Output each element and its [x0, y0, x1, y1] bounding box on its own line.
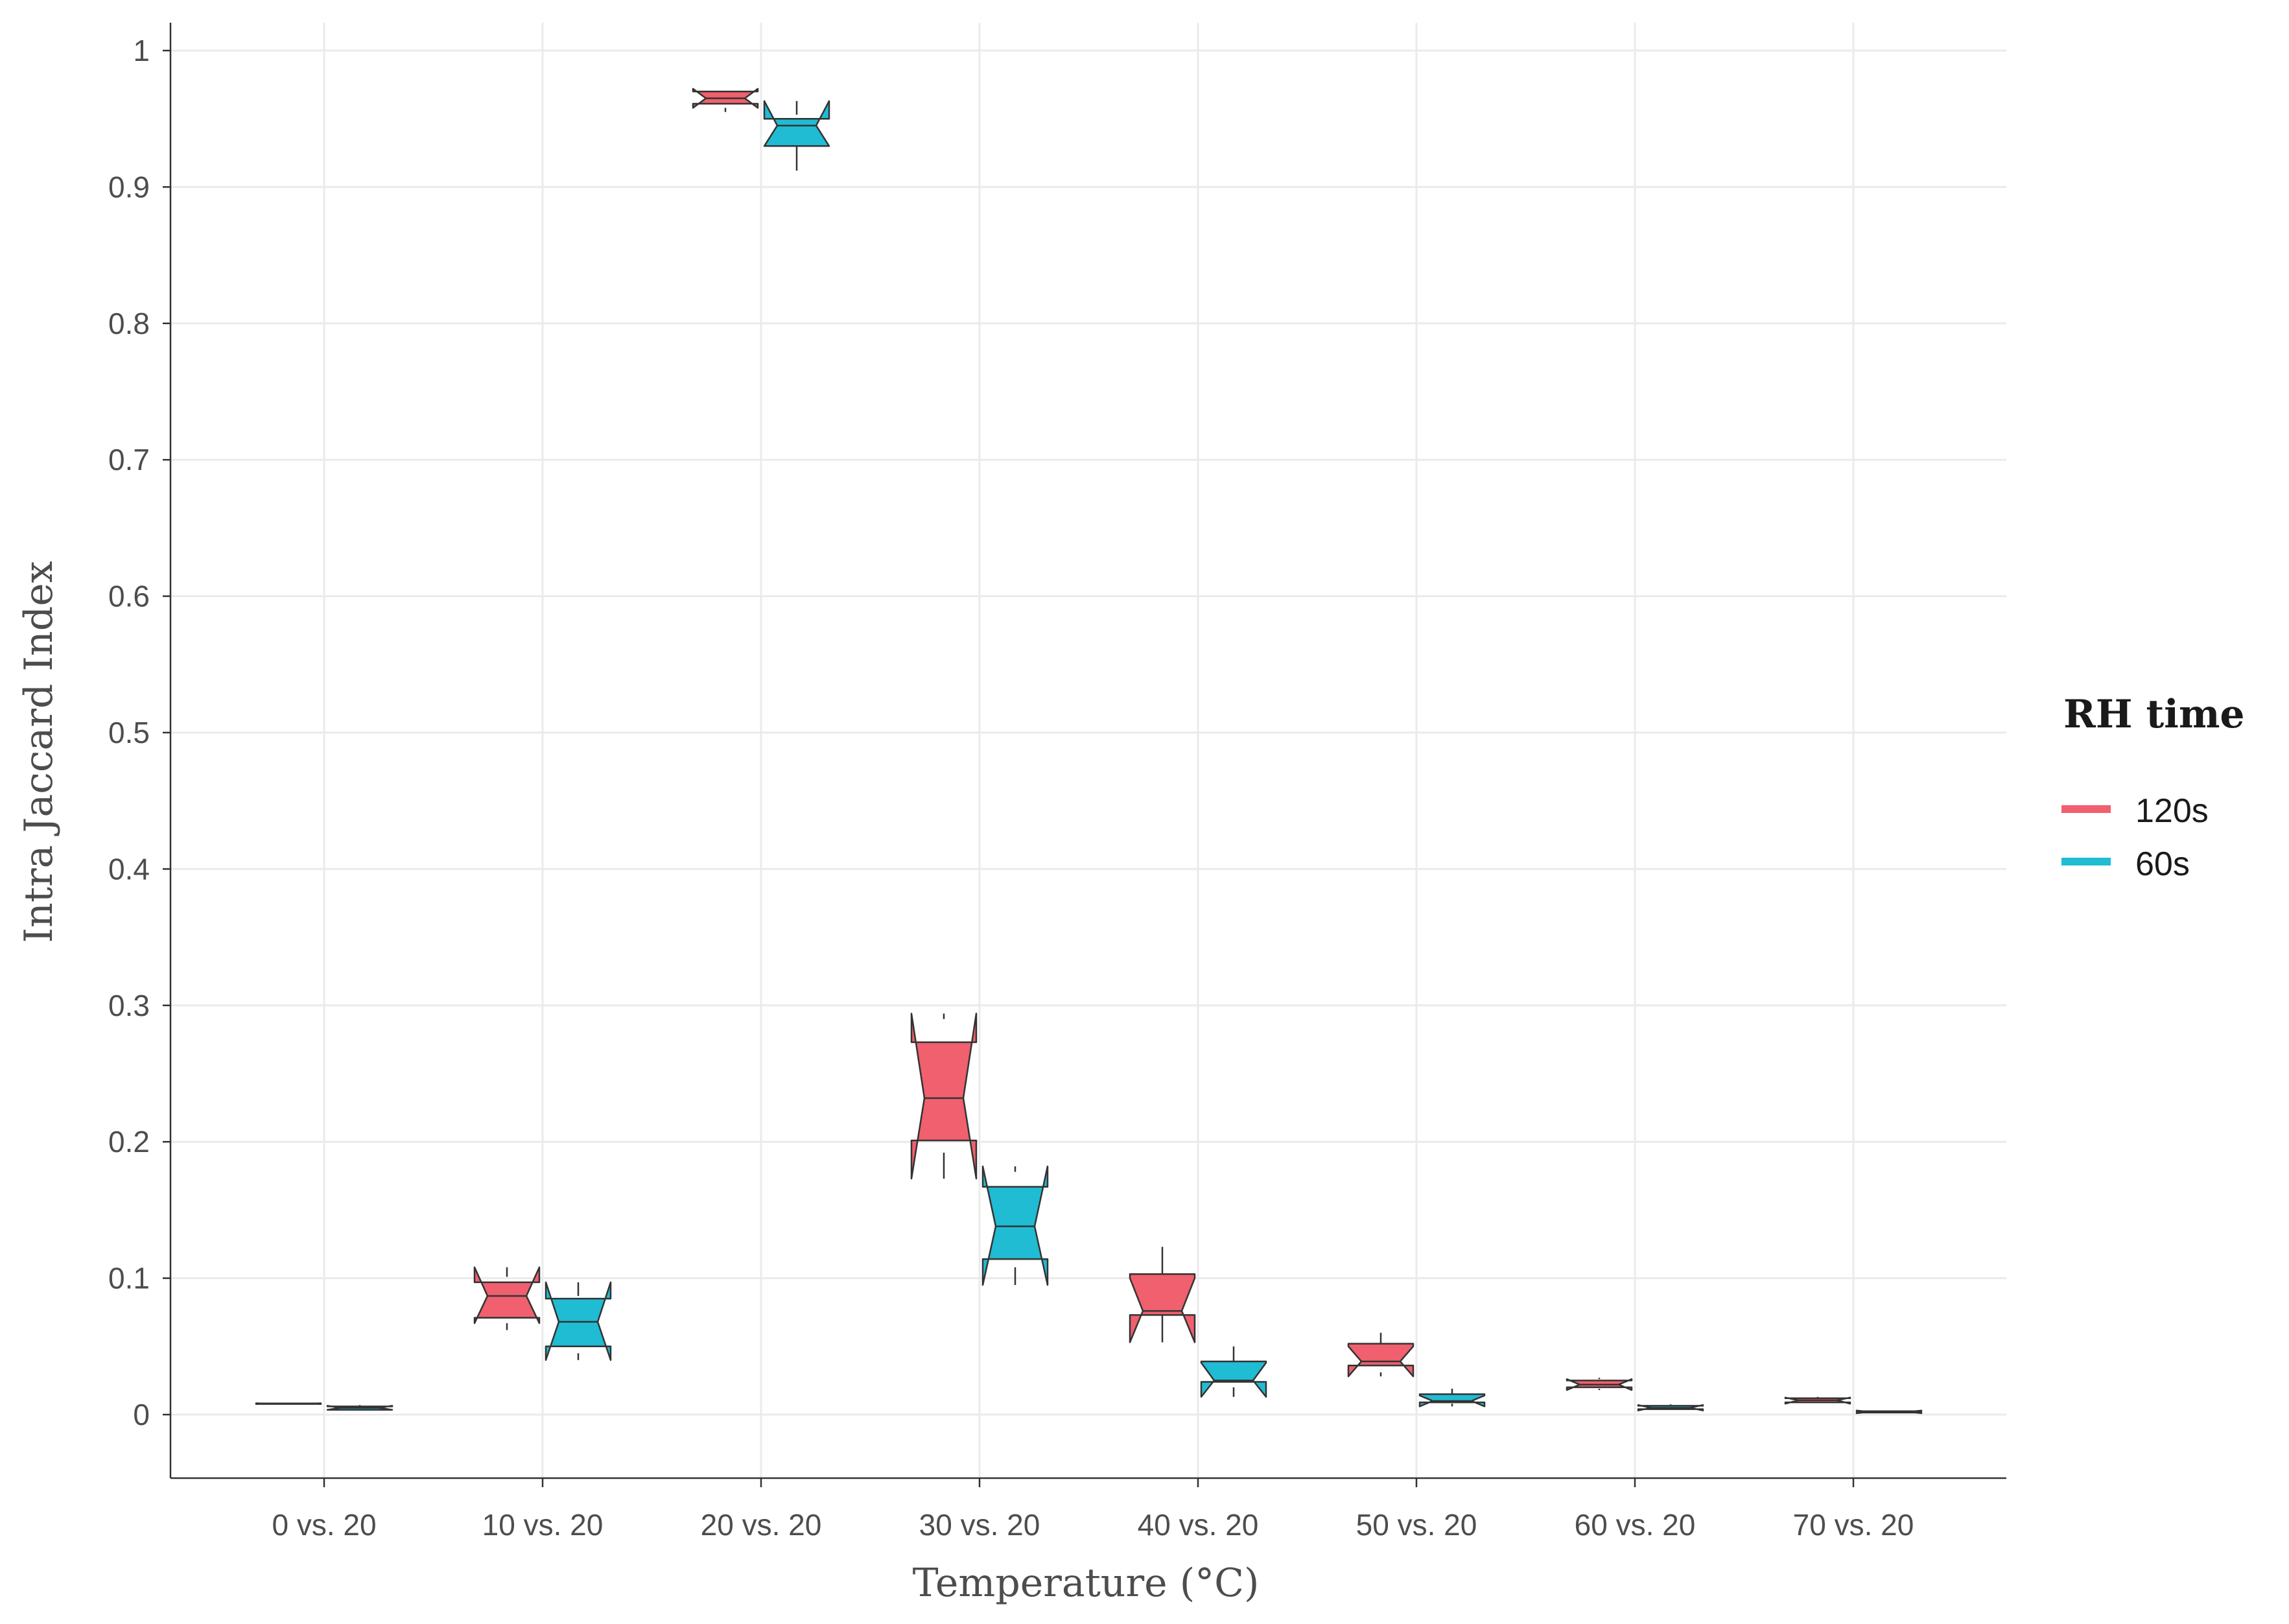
box-60s-3 — [981, 1165, 1049, 1286]
x-tick-label: 30 vs. 20 — [919, 1508, 1040, 1542]
box-120s-3 — [910, 1013, 978, 1180]
y-tick-labels: 0 0.1 0.2 0.3 0.4 0.5 0.6 0.7 0.8 0.9 1 — [108, 34, 150, 1431]
y-tick-label: 1 — [133, 34, 150, 67]
y-tick-label: 0.3 — [108, 989, 150, 1022]
box-60s-1 — [545, 1281, 612, 1361]
box-body — [910, 1013, 978, 1180]
box-60s-0 — [326, 1405, 393, 1411]
legend-label-120s: 120s — [2135, 792, 2209, 830]
y-tick-label: 0.7 — [108, 443, 150, 477]
box-60s-2 — [763, 100, 830, 171]
box-60s-6 — [1637, 1404, 1704, 1411]
box-body — [1129, 1273, 1196, 1343]
box-120s-6 — [1566, 1378, 1633, 1391]
box-120s-2 — [692, 88, 759, 112]
x-tick-label: 70 vs. 20 — [1793, 1508, 1914, 1542]
legend: RH time 120s 60s — [2061, 692, 2245, 883]
x-tick-label: 40 vs. 20 — [1138, 1508, 1259, 1542]
y-tick-label: 0.5 — [108, 716, 150, 749]
y-tick-label: 0 — [133, 1398, 150, 1431]
axes — [163, 23, 2006, 1487]
plot-boxes — [255, 88, 1923, 1415]
box-120s-4 — [1129, 1247, 1196, 1343]
legend-swatch-60s — [2061, 858, 2111, 865]
grid-lines — [170, 23, 2006, 1478]
y-tick-label: 0.6 — [108, 580, 150, 613]
x-tick-label: 60 vs. 20 — [1575, 1508, 1696, 1542]
box-60s-4 — [1200, 1346, 1267, 1398]
x-tick-label: 20 vs. 20 — [701, 1508, 822, 1542]
box-60s-5 — [1418, 1389, 1486, 1407]
x-tick-labels: 0 vs. 20 10 vs. 20 20 vs. 20 30 vs. 20 40 vs… — [272, 1508, 1914, 1542]
legend-label-60s: 60s — [2135, 845, 2190, 883]
box-60s-7 — [1855, 1409, 1923, 1415]
y-axis-title: Intra Jaccard Index — [16, 561, 62, 943]
x-tick-label: 50 vs. 20 — [1356, 1508, 1477, 1542]
box-120s-0 — [255, 1402, 322, 1406]
y-tick-label: 0.2 — [108, 1125, 150, 1159]
x-tick-label: 0 vs. 20 — [272, 1508, 376, 1542]
y-tick-label: 0.9 — [108, 170, 150, 204]
legend-title: RH time — [2063, 692, 2245, 737]
box-body — [1200, 1360, 1267, 1398]
box-body — [1347, 1343, 1414, 1378]
box-body — [763, 100, 830, 147]
y-tick-label: 0.1 — [108, 1262, 150, 1295]
legend-swatch-120s — [2061, 805, 2111, 813]
x-tick-label: 10 vs. 20 — [482, 1508, 604, 1542]
y-tick-label: 0.8 — [108, 307, 150, 340]
box-120s-1 — [473, 1266, 541, 1330]
x-axis-title: Temperature (°C) — [913, 1560, 1260, 1606]
box-120s-5 — [1347, 1332, 1414, 1378]
y-tick-label: 0.4 — [108, 852, 150, 886]
box-120s-7 — [1784, 1396, 1851, 1405]
